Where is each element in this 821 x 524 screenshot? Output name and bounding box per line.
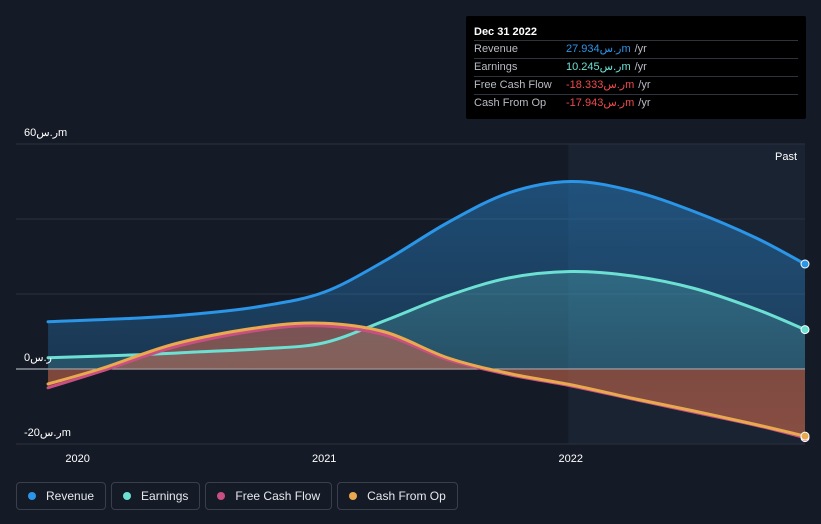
tooltip-row-revenue: Revenue 27.934ر.سm /yr <box>474 40 798 58</box>
y-tick-label: 60ر.سm <box>24 127 67 139</box>
tooltip-date: Dec 31 2022 <box>474 26 537 38</box>
end-point-cash-from-op <box>800 431 810 441</box>
y-tick-label: -20ر.سm <box>24 427 71 439</box>
tooltip-value: -17.943ر.سm <box>566 97 635 109</box>
tooltip-value: 27.934ر.سm <box>566 43 631 55</box>
legend-item-revenue[interactable]: Revenue <box>16 482 107 510</box>
legend-label: Free Cash Flow <box>235 489 321 503</box>
tooltip-row-cash-from-op: Cash From Op -17.943ر.سm /yr <box>474 94 798 112</box>
tooltip-label: Free Cash Flow <box>474 79 552 91</box>
tooltip-unit: /yr <box>638 97 651 109</box>
end-point-earnings <box>800 325 810 335</box>
tooltip-label: Revenue <box>474 43 519 55</box>
x-tick-label: 2021 <box>312 453 336 465</box>
tooltip-row-earnings: Earnings 10.245ر.سm /yr <box>474 58 798 76</box>
legend-dot-icon <box>123 492 132 500</box>
legend-item-free-cash-flow[interactable]: Free Cash Flow <box>205 482 333 510</box>
legend-label: Cash From Op <box>367 489 446 503</box>
legend-dot-icon <box>217 492 226 500</box>
line-revenue <box>46 179 807 324</box>
legend-label: Revenue <box>46 489 95 503</box>
line-earnings <box>46 269 807 360</box>
past-label: Past <box>775 151 797 163</box>
legend-item-cash-from-op[interactable]: Cash From Op <box>337 482 458 510</box>
legend-item-earnings[interactable]: Earnings <box>111 482 201 510</box>
tooltip-label: Earnings <box>474 61 518 73</box>
tooltip-unit: /yr <box>634 61 647 73</box>
legend-label: Earnings <box>141 489 189 503</box>
tooltip-value: 10.245ر.سm <box>566 61 631 73</box>
tooltip-unit: /yr <box>638 79 651 91</box>
tooltip-unit: /yr <box>634 43 647 55</box>
tooltip: Dec 31 2022 Revenue 27.934ر.سm /yr Earni… <box>466 16 806 119</box>
legend-dot-icon <box>349 492 358 500</box>
end-point-revenue <box>800 259 810 269</box>
x-tick-label: 2022 <box>559 453 583 465</box>
tooltip-row-free-cash-flow: Free Cash Flow -18.333ر.سm /yr <box>474 76 798 94</box>
tooltip-value: -18.333ر.سm <box>566 79 635 91</box>
line-cash-from-op <box>46 321 807 438</box>
tooltip-label: Cash From Op <box>474 97 547 109</box>
x-tick-label: 2020 <box>65 453 89 465</box>
legend: Revenue Earnings Free Cash Flow Cash Fro… <box>16 482 458 510</box>
legend-dot-icon <box>28 492 36 500</box>
y-tick-label: 0ر.س <box>24 352 52 364</box>
area-earnings <box>48 271 806 369</box>
